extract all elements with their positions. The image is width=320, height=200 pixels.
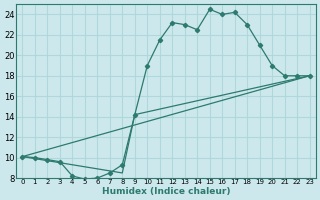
X-axis label: Humidex (Indice chaleur): Humidex (Indice chaleur) xyxy=(102,187,230,196)
